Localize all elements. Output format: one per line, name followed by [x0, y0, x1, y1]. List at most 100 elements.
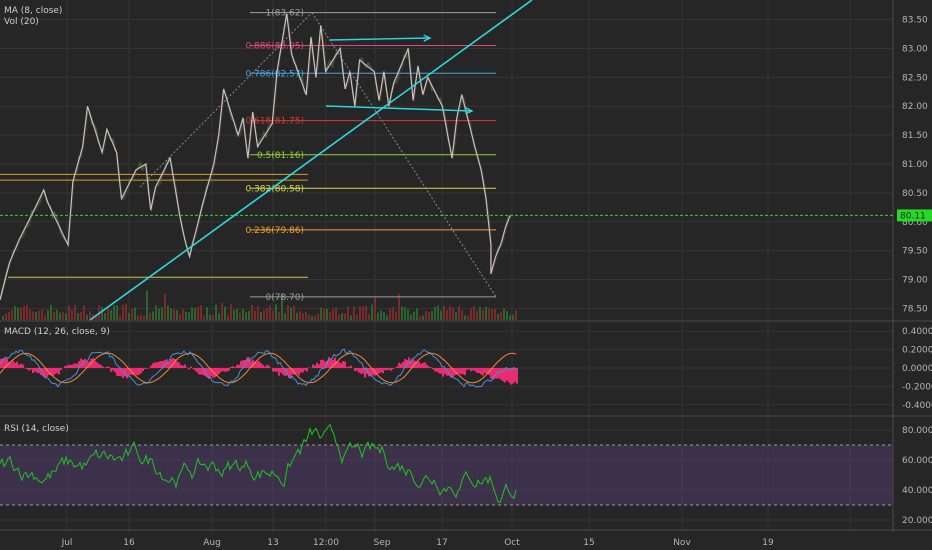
macd-histogram-bar [14, 362, 16, 368]
fib-anchor-line-up [139, 12, 313, 188]
volume-bar [203, 315, 205, 320]
macd-histogram-bar [464, 368, 466, 376]
volume-bar [245, 312, 247, 320]
macd-histogram-bar [344, 361, 346, 368]
macd-histogram-bar [64, 366, 66, 368]
macd-histogram-bar [202, 368, 204, 376]
volume-bar [368, 314, 370, 320]
macd-histogram-bar [430, 367, 432, 368]
volume-bar [275, 304, 277, 320]
macd-histogram-bar [466, 368, 468, 370]
macd-histogram-bar [358, 368, 360, 373]
x-axis-label: Aug [203, 538, 221, 548]
macd-histogram-bar [146, 368, 148, 369]
macd-histogram-bar [38, 368, 40, 374]
volume-bar [206, 307, 208, 320]
macd-histogram-bar [320, 359, 322, 368]
macd-histogram-bar [444, 368, 446, 375]
macd-histogram-bar [354, 368, 356, 372]
volume-bar [470, 308, 472, 320]
volume-bar [419, 315, 421, 320]
macd-histogram-bar [76, 363, 78, 368]
macd-histogram-bar [350, 365, 352, 368]
macd-histogram-bar [40, 368, 42, 376]
macd-histogram-bar [382, 368, 384, 374]
macd-histogram-bar [332, 359, 334, 368]
volume-bar [302, 313, 304, 320]
macd-histogram-bar [22, 364, 24, 368]
volume-bar [194, 308, 196, 320]
volume-bar [422, 315, 424, 320]
volume-bar [500, 311, 502, 320]
macd-histogram-bar [72, 364, 74, 368]
macd-histogram-bar [94, 360, 96, 368]
macd-histogram-bar [262, 364, 264, 368]
macd-histogram-bar [338, 361, 340, 368]
volume-bar [200, 305, 202, 320]
macd-histogram-bar [178, 362, 180, 368]
macd-histogram-bar [304, 368, 306, 371]
volume-bar [407, 309, 409, 320]
volume-bar [161, 307, 163, 320]
macd-histogram-bar [302, 368, 304, 373]
x-axis-label: 15 [583, 538, 594, 548]
macd-histogram-bar [98, 363, 100, 368]
macd-histogram-bar [284, 368, 286, 376]
volume-bar [221, 302, 223, 320]
macd-histogram-bar [154, 362, 156, 368]
fib-level-label: 0(78.70) [265, 293, 304, 303]
volume-bar [74, 304, 76, 320]
fib-level-label: 0.382(80.58) [245, 184, 304, 194]
volume-bar [197, 306, 199, 320]
macd-histogram-bar [506, 368, 508, 381]
volume-bar [122, 304, 124, 320]
volume-bar [119, 315, 121, 320]
macd-histogram-bar [210, 368, 212, 376]
volume-bar [356, 314, 358, 320]
macd-histogram-bar [260, 363, 262, 368]
volume-bar [380, 310, 382, 320]
macd-histogram-bar [160, 360, 162, 368]
volume-bar [320, 307, 322, 320]
macd-histogram-bar [356, 368, 358, 371]
macd-histogram-bar [312, 364, 314, 368]
macd-histogram-bar [476, 368, 478, 373]
x-axis-label: Sep [374, 538, 391, 548]
macd-histogram-bar [198, 368, 200, 375]
macd-histogram-bar [188, 368, 190, 370]
volume-bar [209, 314, 211, 320]
macd-histogram-bar [482, 368, 484, 376]
macd-histogram-bar [36, 368, 38, 373]
volume-indicator-label: Vol (20) [4, 17, 39, 27]
macd-histogram-bar [2, 358, 4, 368]
support-arrow [325, 105, 473, 112]
macd-histogram-bar [474, 368, 476, 372]
macd-histogram-bar [420, 363, 422, 368]
macd-histogram-bar [498, 368, 500, 379]
volume-bar [23, 306, 25, 320]
volume-bar [488, 308, 490, 320]
macd-histogram-bar [174, 359, 176, 368]
macd-histogram-bar [278, 368, 280, 376]
volume-bar [263, 310, 265, 320]
macd-histogram-bar [462, 368, 464, 375]
volume-bar [284, 313, 286, 320]
volume-bar [515, 310, 517, 320]
macd-histogram-bar [416, 361, 418, 368]
macd-histogram-bar [32, 368, 34, 374]
volume-bar [26, 304, 28, 320]
macd-histogram-bar [30, 368, 32, 370]
macd-histogram-bar [240, 360, 242, 368]
volume-bar [68, 305, 70, 320]
macd-histogram-bar [500, 368, 502, 380]
macd-histogram-bar [296, 368, 298, 374]
volume-bar [452, 307, 454, 320]
macd-histogram-bar [432, 368, 434, 370]
macd-histogram-bar [486, 368, 488, 374]
macd-histogram-bar [28, 368, 30, 371]
macd-histogram-bar [502, 368, 504, 382]
macd-histogram-bar [490, 368, 492, 379]
volume-bar [272, 310, 274, 320]
macd-histogram-bar [298, 368, 300, 376]
macd-histogram-bar [276, 368, 278, 372]
